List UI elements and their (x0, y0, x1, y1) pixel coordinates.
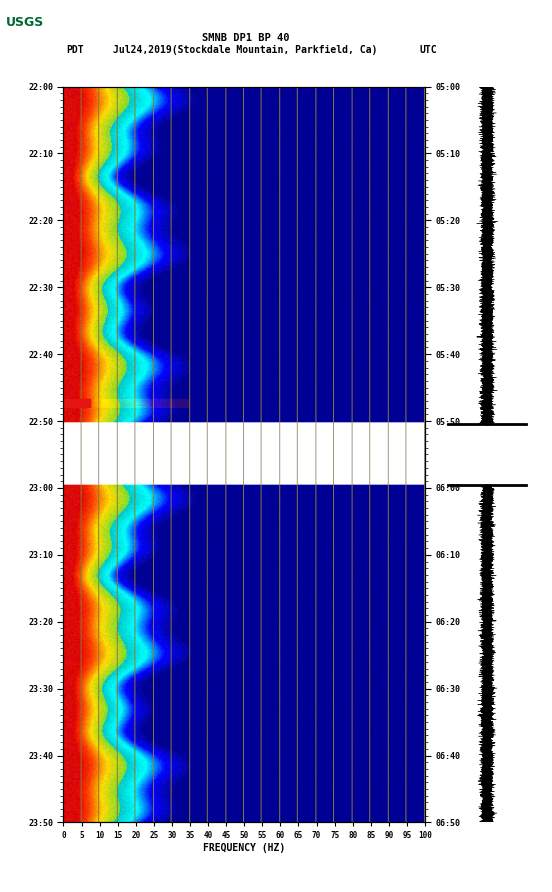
Text: USGS: USGS (6, 16, 44, 29)
Text: PDT: PDT (66, 45, 84, 55)
X-axis label: FREQUENCY (HZ): FREQUENCY (HZ) (203, 843, 285, 854)
Text: SMNB DP1 BP 40: SMNB DP1 BP 40 (202, 33, 289, 44)
Text: Jul24,2019(Stockdale Mountain, Parkfield, Ca): Jul24,2019(Stockdale Mountain, Parkfield… (114, 45, 378, 55)
Text: UTC: UTC (420, 45, 437, 55)
